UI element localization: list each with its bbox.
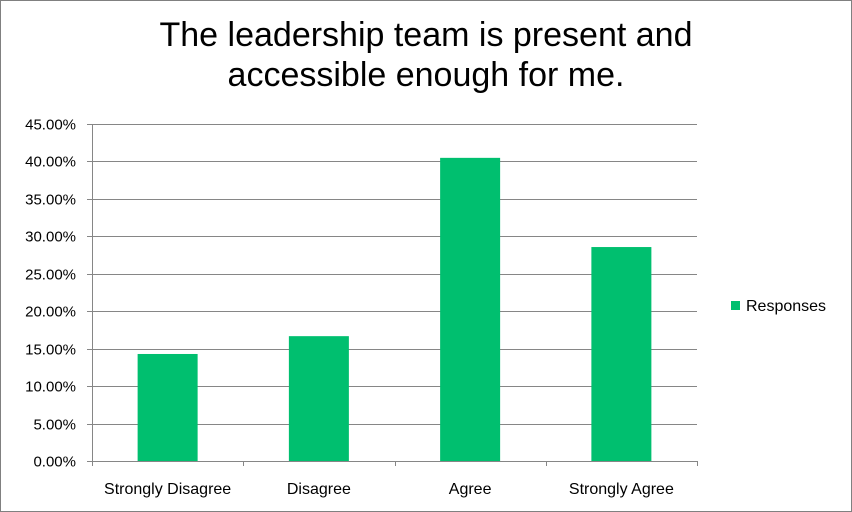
legend: Responses — [731, 298, 826, 315]
y-tick-label: 0.00% — [33, 454, 76, 471]
legend-swatch — [731, 301, 740, 310]
legend-label: Responses — [746, 298, 826, 315]
y-tick-label: 40.00% — [25, 154, 76, 171]
y-axis-tick-labels: 0.00% 5.00% 10.00% 15.00% 20.00% 25.00% 30.00%… — [25, 117, 76, 471]
y-tick-label: 10.00% — [25, 379, 76, 396]
chart-title: The leadership team is present and acces… — [1, 15, 851, 95]
axes — [87, 124, 698, 466]
y-tick-label: 15.00% — [25, 342, 76, 359]
bar — [591, 247, 652, 461]
y-tick-label: 45.00% — [25, 117, 76, 134]
bar — [440, 157, 501, 461]
chart-title-line-2: accessible enough for me. — [227, 56, 625, 94]
chart-title-line-1: The leadership team is present and — [159, 16, 693, 54]
x-axis-category-labels: Strongly Disagree Disagree Agree Strongly A… — [104, 481, 674, 498]
x-category-label: Agree — [449, 481, 492, 498]
bar — [288, 336, 349, 461]
bars — [137, 157, 652, 461]
x-category-label: Strongly Disagree — [104, 481, 231, 498]
x-category-label: Disagree — [287, 481, 351, 498]
bar — [137, 353, 198, 461]
y-tick-label: 35.00% — [25, 192, 76, 209]
y-tick-label: 25.00% — [25, 267, 76, 284]
y-tick-label: 5.00% — [33, 417, 76, 434]
x-category-label: Strongly Agree — [569, 481, 674, 498]
y-tick-label: 30.00% — [25, 229, 76, 246]
y-tick-label: 20.00% — [25, 304, 76, 321]
